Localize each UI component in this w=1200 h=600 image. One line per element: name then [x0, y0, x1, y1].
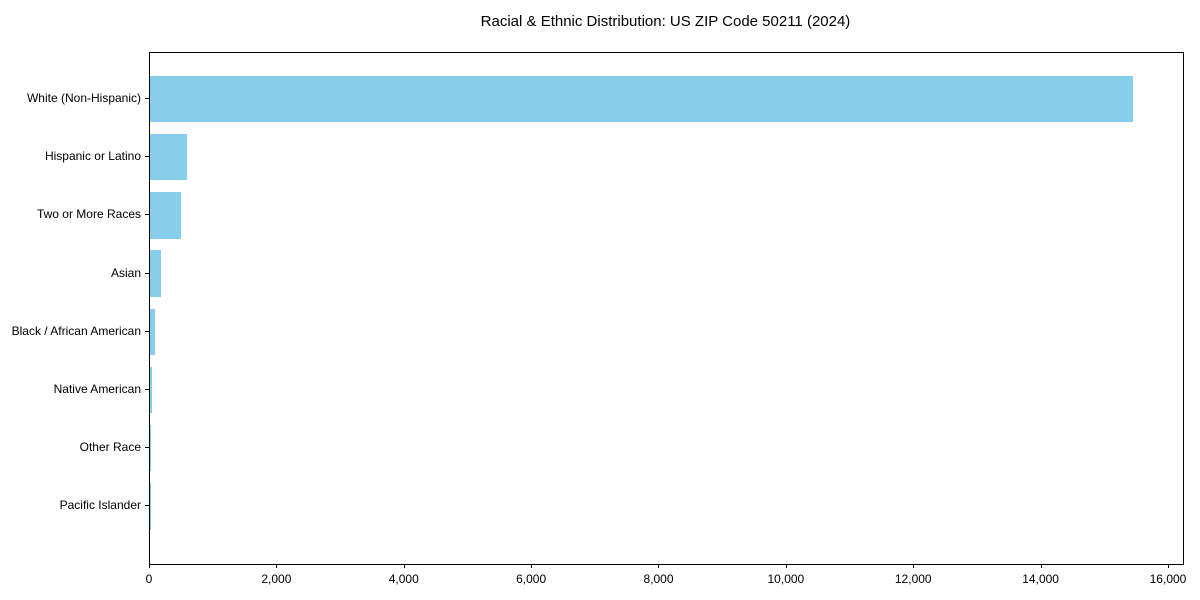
x-tick-mark: [276, 564, 278, 568]
y-tick-mark: [145, 97, 149, 99]
x-axis-tick-label: 10,000: [767, 572, 805, 586]
x-axis-tick-label: 4,000: [388, 572, 419, 586]
plot-area: [149, 52, 1184, 565]
y-tick-mark: [145, 156, 149, 158]
x-axis-tick-label: 6,000: [516, 572, 547, 586]
x-tick-mark: [1167, 564, 1169, 568]
y-tick-mark: [145, 388, 149, 390]
bar-hispanic-or-latino: [150, 133, 188, 181]
bar-other-race: [150, 424, 151, 472]
bar-black-african-american: [150, 308, 156, 356]
x-axis-tick-label: 16,000: [1149, 572, 1187, 586]
bar-native-american: [150, 366, 152, 414]
y-tick-mark: [145, 214, 149, 216]
x-axis-tick-label: 0: [145, 572, 153, 586]
y-axis-label: Pacific Islander: [59, 498, 141, 513]
bar-asian: [150, 250, 162, 297]
x-axis-tick-label: 14,000: [1022, 572, 1059, 586]
x-axis-tick-label: 8,000: [643, 572, 674, 586]
x-tick-mark: [1040, 564, 1042, 568]
x-tick-mark: [403, 564, 405, 568]
y-axis-label: White (Non-Hispanic): [26, 90, 141, 105]
x-tick-mark: [531, 564, 533, 568]
y-axis-label: Native American: [53, 381, 141, 396]
y-axis-label: Asian: [110, 265, 141, 280]
chart-title: Racial & Ethnic Distribution: US ZIP Cod…: [480, 13, 851, 30]
x-tick-mark: [913, 564, 915, 568]
y-axis-label: Other Race: [79, 440, 141, 455]
x-tick-mark: [785, 564, 787, 568]
x-axis-tick-label: 2,000: [261, 572, 292, 586]
y-tick-mark: [145, 447, 149, 449]
y-tick-mark: [145, 272, 149, 274]
bar-two-or-more-races: [150, 192, 182, 239]
y-tick-mark: [145, 330, 149, 332]
y-tick-mark: [145, 505, 149, 507]
x-tick-mark: [149, 564, 150, 568]
y-axis-label: Black / African American: [11, 323, 141, 338]
bar-white-non-hispanic: [150, 75, 1134, 123]
x-axis-tick-label: 12,000: [894, 572, 932, 586]
x-tick-mark: [658, 564, 660, 568]
y-axis-label: Hispanic or Latino: [44, 149, 141, 164]
y-axis-label: Two or More Races: [36, 207, 141, 222]
